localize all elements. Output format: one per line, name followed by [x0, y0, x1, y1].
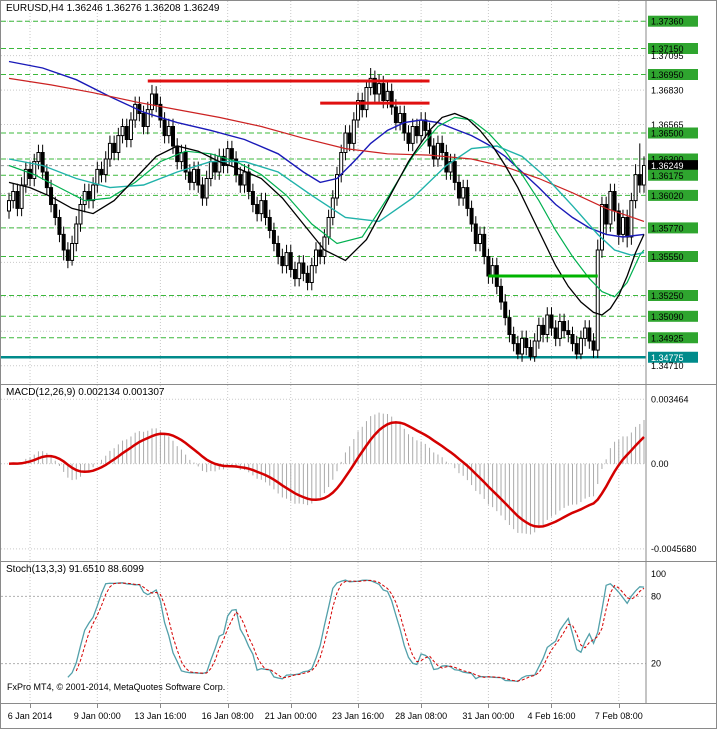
- ma-teal[interactable]: [8, 145, 645, 256]
- time-axis-label: 4 Feb 16:00: [527, 711, 576, 721]
- stoch-main-line: [67, 579, 645, 683]
- stoch-canvas[interactable]: 100 80 20: [1, 562, 717, 703]
- price-axis-label: 1.35250: [651, 291, 684, 301]
- macd-axis-label: 0.00: [651, 459, 669, 469]
- time-axis-tick: [488, 704, 490, 708]
- macd-axis-label: 0.003464: [651, 394, 689, 404]
- time-axis-label: 23 Jan 16:00: [332, 711, 385, 721]
- time-axis-tick: [551, 704, 553, 708]
- stoch-panel: 100 80 20 Stoch(13,3,3) 91.6510 88.6099 Fx…: [1, 561, 716, 703]
- price-axis-label: 1.37150: [651, 44, 684, 54]
- price-axis-label: 1.34925: [651, 333, 684, 343]
- time-axis-label: 9 Jan 00:00: [73, 711, 121, 721]
- time-axis-tick: [227, 704, 229, 708]
- time-axis-label: 28 Jan 08:00: [395, 711, 448, 721]
- ma-blue[interactable]: [8, 60, 645, 238]
- macd-canvas[interactable]: 0.003464 0.00 -0.0045680: [1, 385, 717, 561]
- time-axis-label: 21 Jan 00:00: [264, 711, 317, 721]
- time-axis-tick: [421, 704, 423, 708]
- main-chart-panel: 1.37360 1.37150 1.37095 1.36950 1.36830 1.365…: [1, 1, 716, 384]
- time-axis-label: 13 Jan 16:00: [134, 711, 187, 721]
- price-axis-label: 1.36175: [651, 171, 684, 181]
- macd-axis-label: -0.0045680: [651, 544, 697, 554]
- time-axis-label: 31 Jan 00:00: [462, 711, 515, 721]
- price-axis-label: 1.34775: [651, 353, 684, 363]
- price-axis-label: 1.36020: [651, 191, 684, 201]
- candles-layer: [7, 68, 646, 362]
- price-axis-label: 1.37360: [651, 17, 684, 27]
- price-axis-label: 1.35770: [651, 223, 684, 233]
- copyright-text: FxPro MT4, © 2001-2014, MetaQuotes Softw…: [7, 682, 226, 692]
- price-axis-label: 1.36830: [651, 86, 684, 96]
- macd-histogram: [12, 412, 645, 535]
- ma-red[interactable]: [8, 77, 645, 222]
- price-axis-label: 1.36565: [651, 120, 684, 130]
- stoch-gridlines: [1, 562, 646, 703]
- price-axis-label: 1.35550: [651, 252, 684, 262]
- ma-black[interactable]: [8, 112, 645, 316]
- time-axis-tick: [30, 704, 32, 708]
- stoch-axis-label: 100: [651, 569, 666, 579]
- price-axis-label: 1.34710: [651, 361, 684, 371]
- stoch-axis-label: 80: [651, 591, 661, 601]
- time-axis-tick: [160, 704, 162, 708]
- time-axis-label: 16 Jan 08:00: [201, 711, 254, 721]
- macd-panel: 0.003464 0.00 -0.0045680 MACD(12,26,9) 0.0…: [1, 384, 716, 561]
- price-axis-label: 1.36950: [651, 70, 684, 80]
- price-axis-label: 1.35090: [651, 312, 684, 322]
- stoch-signal-line: [75, 579, 645, 682]
- stoch-axis-label: 20: [651, 659, 661, 669]
- price-axis-label: 1.36249: [651, 161, 684, 171]
- time-axis-label: 7 Feb 08:00: [594, 711, 643, 721]
- time-axis-label: 6 Jan 2014: [7, 711, 53, 721]
- macd-signal-line: [8, 421, 645, 528]
- time-axis-tick: [358, 704, 360, 708]
- macd-gridlines: [1, 385, 646, 561]
- time-axis-tick: [97, 704, 99, 708]
- price-axis-label: 1.36500: [651, 129, 684, 139]
- price-axis-label: 1.37095: [651, 51, 684, 61]
- time-axis-tick: [618, 704, 620, 708]
- time-axis[interactable]: 6 Jan 2014 9 Jan 00:00 13 Jan 16:00 16 Jan …: [1, 703, 716, 728]
- time-axis-tick: [290, 704, 292, 708]
- price-axis-label: 1.36300: [651, 155, 684, 165]
